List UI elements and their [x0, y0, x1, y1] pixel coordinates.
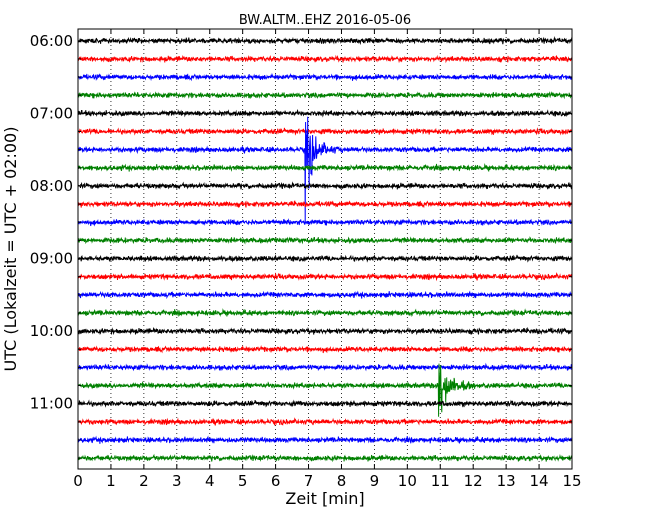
trace-2: [77, 72, 573, 82]
y-axis-ticks: 06:00 07:00 08:00 09:00 10:00 11:00: [30, 32, 572, 459]
x-tick-label: 8: [337, 472, 347, 490]
x-tick-label: 6: [271, 472, 281, 490]
trace-0: [77, 36, 573, 46]
trace-10: [77, 218, 573, 227]
x-tick-label: 13: [497, 472, 516, 490]
trace-11: [77, 236, 573, 245]
trace-4: [77, 109, 573, 118]
y-tick-label: 09:00: [30, 250, 73, 268]
trace-18: [77, 362, 573, 372]
trace-17: [77, 344, 573, 354]
y-axis-label: UTC (Lokalzeit = UTC + 02:00): [1, 127, 20, 372]
trace-22: [77, 435, 573, 445]
trace-12: [77, 254, 573, 263]
x-tick-label: 5: [238, 472, 248, 490]
x-tick-label: 2: [139, 472, 149, 490]
trace-5: [77, 127, 573, 136]
trace-3: [77, 91, 573, 100]
trace-19: [78, 363, 573, 417]
y-tick-label: 07:00: [30, 104, 73, 122]
trace-20: [77, 399, 573, 408]
trace-8: [77, 181, 573, 190]
trace-16: [77, 326, 573, 336]
y-tick-label: 08:00: [30, 177, 73, 195]
trace-14: [77, 290, 573, 300]
x-tick-label: 11: [431, 472, 450, 490]
x-tick-label: 10: [398, 472, 417, 490]
x-tick-label: 1: [106, 472, 116, 490]
trace-21: [77, 417, 573, 426]
x-tick-label: 0: [73, 472, 83, 490]
x-tick-label: 7: [304, 472, 314, 490]
x-tick-label: 3: [172, 472, 182, 490]
x-tick-label: 15: [562, 472, 581, 490]
seismic-traces: [77, 36, 573, 463]
trace-23: [77, 453, 573, 463]
x-tick-label: 14: [530, 472, 549, 490]
x-axis-ticks: 0 1 2 3 4 5 6 7 8 9 10 11 12 13 14 15: [73, 29, 582, 490]
trace-15: [77, 308, 573, 318]
trace-13: [77, 271, 573, 282]
x-tick-label: 9: [370, 472, 380, 490]
x-tick-label: 4: [205, 472, 215, 490]
y-tick-label: 11:00: [30, 395, 73, 413]
trace-9: [77, 199, 573, 209]
trace-1: [77, 54, 573, 64]
grid-lines: [110, 29, 540, 469]
y-tick-label: 10:00: [30, 322, 73, 340]
x-axis-label: Zeit [min]: [285, 489, 364, 508]
x-tick-label: 12: [464, 472, 483, 490]
chart-title: BW.ALTM..EHZ 2016-05-06: [239, 13, 411, 28]
plot-frame: [77, 28, 573, 470]
trace-7: [77, 162, 573, 172]
y-tick-label: 06:00: [30, 32, 73, 50]
trace-6: [77, 116, 573, 224]
